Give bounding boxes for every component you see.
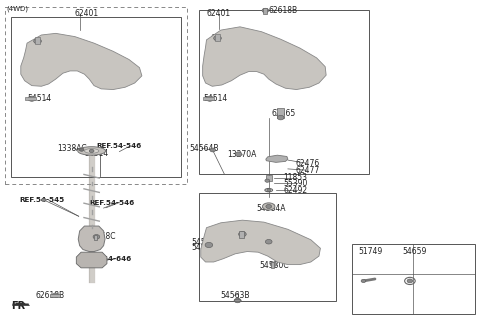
Text: 62401: 62401 <box>206 9 230 18</box>
Polygon shape <box>201 220 321 265</box>
Circle shape <box>234 298 241 303</box>
Text: REF.54-546: REF.54-546 <box>89 199 134 206</box>
Text: REF.54-546: REF.54-546 <box>96 143 142 149</box>
Bar <box>94 235 97 240</box>
Circle shape <box>52 293 59 297</box>
Circle shape <box>239 232 246 237</box>
Bar <box>11 17 181 177</box>
Circle shape <box>96 150 103 154</box>
Circle shape <box>265 239 272 244</box>
Text: (4WD): (4WD) <box>6 6 28 12</box>
Text: 62465: 62465 <box>271 109 295 118</box>
Text: 62466: 62466 <box>210 34 235 43</box>
Circle shape <box>79 148 84 151</box>
Polygon shape <box>266 155 288 162</box>
Circle shape <box>407 279 413 283</box>
Text: 55390: 55390 <box>283 179 308 188</box>
Circle shape <box>265 179 270 182</box>
Polygon shape <box>21 33 142 90</box>
Text: REF.54-646: REF.54-646 <box>86 256 131 262</box>
Text: 54564B: 54564B <box>190 144 219 153</box>
Text: 54563B: 54563B <box>221 291 251 300</box>
Circle shape <box>266 204 272 208</box>
Circle shape <box>210 148 216 152</box>
Circle shape <box>89 149 94 153</box>
Circle shape <box>214 36 221 41</box>
Ellipse shape <box>263 203 275 210</box>
Text: 13270A: 13270A <box>228 150 257 159</box>
Circle shape <box>28 96 36 101</box>
Text: 54551D: 54551D <box>220 230 250 239</box>
Circle shape <box>235 152 242 156</box>
Bar <box>264 8 267 14</box>
Text: REF.54-545: REF.54-545 <box>20 197 65 203</box>
Text: 62466: 62466 <box>33 39 58 48</box>
Bar <box>5 7 187 184</box>
Bar <box>277 109 284 118</box>
Text: 51749: 51749 <box>359 247 383 256</box>
Text: 54514: 54514 <box>84 149 108 158</box>
Text: 11853: 11853 <box>283 173 307 182</box>
Text: FR: FR <box>11 301 25 311</box>
Text: 62618B: 62618B <box>36 291 65 300</box>
Text: 54514: 54514 <box>27 94 51 103</box>
Circle shape <box>262 8 269 13</box>
Text: 54501A: 54501A <box>191 238 221 247</box>
Bar <box>239 231 244 238</box>
Text: 54500: 54500 <box>191 243 216 253</box>
Bar <box>266 175 272 181</box>
Text: 54659: 54659 <box>403 247 427 256</box>
Polygon shape <box>16 303 24 304</box>
Circle shape <box>93 235 100 239</box>
Text: 62485: 62485 <box>99 60 123 69</box>
Text: 54584A: 54584A <box>257 204 286 213</box>
Bar <box>271 262 275 268</box>
Bar <box>215 34 220 41</box>
Circle shape <box>277 115 284 120</box>
Text: 62477: 62477 <box>296 166 320 175</box>
Polygon shape <box>12 304 29 306</box>
Text: 54530C: 54530C <box>259 261 289 270</box>
Bar <box>352 244 475 314</box>
Circle shape <box>41 198 46 202</box>
Bar <box>35 37 40 44</box>
Text: 62476: 62476 <box>296 159 320 168</box>
Circle shape <box>205 242 213 248</box>
Text: 54514: 54514 <box>203 94 228 103</box>
Circle shape <box>270 262 277 267</box>
Bar <box>25 97 36 100</box>
Text: 1338AC: 1338AC <box>57 144 87 153</box>
Bar <box>203 97 214 100</box>
Text: 62618B: 62618B <box>269 6 298 15</box>
Ellipse shape <box>84 149 99 153</box>
Polygon shape <box>78 226 105 252</box>
Text: 62401: 62401 <box>75 9 99 18</box>
Text: 62485: 62485 <box>247 55 271 64</box>
Polygon shape <box>76 252 107 268</box>
Bar <box>199 10 369 174</box>
Text: 62492: 62492 <box>283 186 307 195</box>
Bar <box>49 294 60 297</box>
Polygon shape <box>203 27 326 90</box>
Circle shape <box>361 279 366 282</box>
Bar <box>199 194 336 301</box>
Text: 54558C: 54558C <box>86 232 115 241</box>
Circle shape <box>34 39 41 44</box>
Text: 54519: 54519 <box>270 238 294 247</box>
Circle shape <box>206 96 214 101</box>
Circle shape <box>267 189 271 192</box>
Ellipse shape <box>78 147 106 155</box>
